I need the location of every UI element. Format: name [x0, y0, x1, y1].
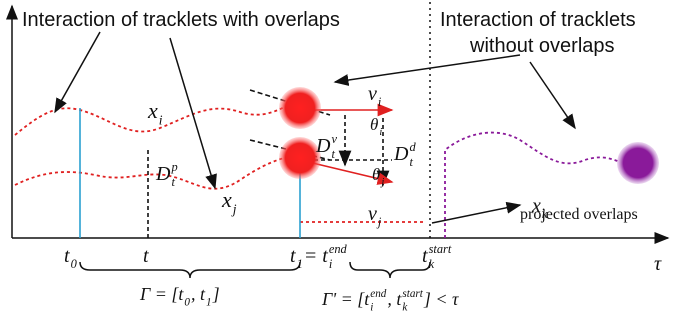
math-label: D	[315, 135, 331, 157]
math-label: ]	[212, 284, 220, 304]
math-label: x	[147, 98, 158, 123]
math-label: x	[221, 187, 232, 212]
math-label: , t	[191, 284, 206, 304]
math-label: = t	[304, 245, 328, 267]
math-label: 1	[297, 257, 303, 271]
math-label: x	[531, 195, 541, 217]
math-label: 1	[206, 296, 212, 308]
math-label: t	[64, 245, 70, 267]
math-label: k	[429, 257, 435, 271]
annotation: Interaction of tracklets with overlaps	[22, 9, 340, 31]
math-label: start	[429, 242, 452, 256]
math-label: i	[159, 113, 163, 128]
math-label: d	[409, 140, 416, 154]
diagram: Interaction of tracklets with overlaps I…	[0, 0, 677, 316]
math-label: t	[331, 147, 335, 161]
math-label: i	[329, 257, 333, 271]
math-label: v	[368, 83, 377, 105]
math-label: D	[155, 163, 171, 185]
math-label: ] < τ	[423, 289, 459, 309]
math-label: D	[393, 143, 409, 165]
object-k	[617, 142, 659, 184]
math-label: end	[370, 288, 387, 300]
math-label: 0	[71, 257, 78, 271]
math-label: θ	[372, 165, 380, 184]
math-label: i	[370, 301, 373, 313]
math-label: p	[170, 160, 177, 174]
math-label: t	[290, 245, 296, 267]
math-label: end	[329, 242, 348, 256]
object-j	[279, 137, 321, 179]
annotation: without overlaps	[469, 35, 615, 57]
math-label: k	[542, 207, 548, 221]
math-label: v	[368, 203, 377, 225]
math-label: i	[378, 95, 382, 109]
math-label: Γ' = [t	[321, 289, 370, 309]
math-label: v	[331, 132, 337, 146]
annotation: Interaction of tracklets	[440, 9, 636, 31]
math-label: i	[379, 127, 382, 138]
math-label: , t	[387, 289, 402, 309]
math-label: t	[143, 245, 149, 267]
math-label: k	[402, 301, 408, 313]
math-label: t	[409, 155, 413, 169]
math-label: t	[422, 245, 428, 267]
math-label: 0	[184, 296, 190, 308]
math-label: θ	[370, 115, 378, 134]
math-label: t	[171, 175, 175, 189]
math-label: start	[402, 288, 423, 300]
object-i	[279, 87, 321, 129]
math-label: Γ = [t	[139, 284, 184, 304]
math-label: τ	[654, 253, 662, 275]
